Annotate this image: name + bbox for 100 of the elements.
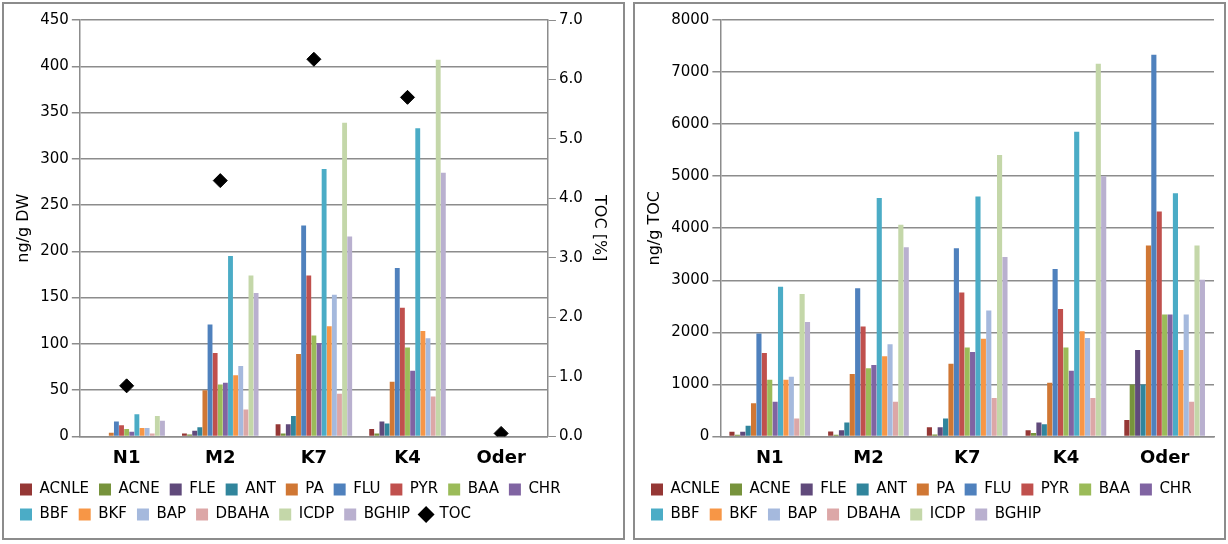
bar [1084,338,1091,436]
y-tick-label: 6000 [671,113,710,132]
y2-tick-label: 4.0 [558,188,583,207]
bar [113,421,119,436]
y-tick-label: 2000 [671,322,710,341]
y-tick-label: 400 [40,56,69,75]
bar [280,433,286,436]
bar [129,431,135,436]
bar [844,422,850,436]
bar [828,431,834,436]
x-tick-label: K7 [300,445,328,467]
bar [1057,308,1064,436]
bar [197,427,203,436]
bar [182,433,187,436]
bar [876,198,882,436]
legend-label: BBF [670,504,700,523]
bar [119,425,124,436]
x-tick-label: N1 [112,445,141,467]
point [212,173,228,189]
bar [1172,193,1178,436]
bar [777,286,784,436]
bar [405,347,410,436]
bar [1140,384,1146,436]
bar [860,326,866,436]
bar [750,403,757,436]
bar [1167,314,1173,436]
legend-label: BGHIP [363,504,411,523]
bar [326,326,332,436]
bar [399,307,405,436]
bar [134,414,140,436]
legend-label: BAA [467,479,500,498]
legend-label: ACNLE [670,479,721,498]
bar [871,365,877,436]
point [306,51,322,67]
bar [761,353,767,436]
bar [1052,269,1058,436]
y-tick-label: 4000 [671,218,710,237]
y-axis-title: ng/g TOC [643,190,663,266]
bar [991,397,997,436]
bar [342,122,348,436]
bar [756,333,762,436]
y2-axis-title: TOC [%] [591,194,611,262]
y-tick-label: 200 [40,241,69,260]
bar [222,382,228,436]
y-tick-label: 300 [40,148,69,167]
y-tick-label: 0 [59,426,69,445]
bar [887,344,893,436]
bar [1036,422,1042,436]
legend-label: ACNE [749,479,791,498]
bar [1135,350,1141,436]
bar [1145,245,1152,436]
bar [394,267,400,436]
bar [788,376,794,436]
legend-label: BAP [787,504,818,523]
bar [337,393,342,436]
bar [1095,63,1101,436]
legend-label: ICDP [929,504,966,523]
legend-label: BBF [39,504,69,523]
bar [745,425,751,436]
point [400,89,416,105]
x-tick-label: M2 [853,445,884,467]
bar [415,128,421,436]
bar [238,366,244,436]
bar [290,416,296,436]
bar [1183,314,1189,436]
legend-label: DBAHA [215,504,270,523]
bar [1162,314,1168,436]
bar [321,168,327,436]
bar [953,248,959,436]
bar [783,379,789,436]
legend-label: ANT [245,479,277,498]
bar [898,224,904,436]
legend-label: FLU [353,479,381,498]
bar [154,416,160,436]
bar [285,424,291,436]
bar [296,354,301,436]
bar [986,310,992,436]
bar [855,288,861,436]
y2-tick-label: 6.0 [558,69,583,88]
legend-label: TOC [438,504,472,523]
bar [369,429,375,436]
bar [374,433,380,436]
legend-label: BGHIP [994,504,1042,523]
bar [1030,433,1037,436]
bar [943,418,949,436]
legend-label: ICDP [298,504,335,523]
bar [1047,382,1053,436]
legend-label: FLE [189,479,216,498]
y2-tick-label: 0.0 [558,426,583,445]
bar [1090,397,1096,436]
bar [1151,54,1157,436]
bar [144,428,150,436]
bar [243,409,249,436]
bar [124,429,130,436]
x-tick-label: M2 [205,445,236,467]
legend-label: ACNLE [39,479,90,498]
bar [937,427,943,436]
legend-label: PYR [409,479,439,498]
bar [1129,384,1135,436]
bar [389,381,395,436]
